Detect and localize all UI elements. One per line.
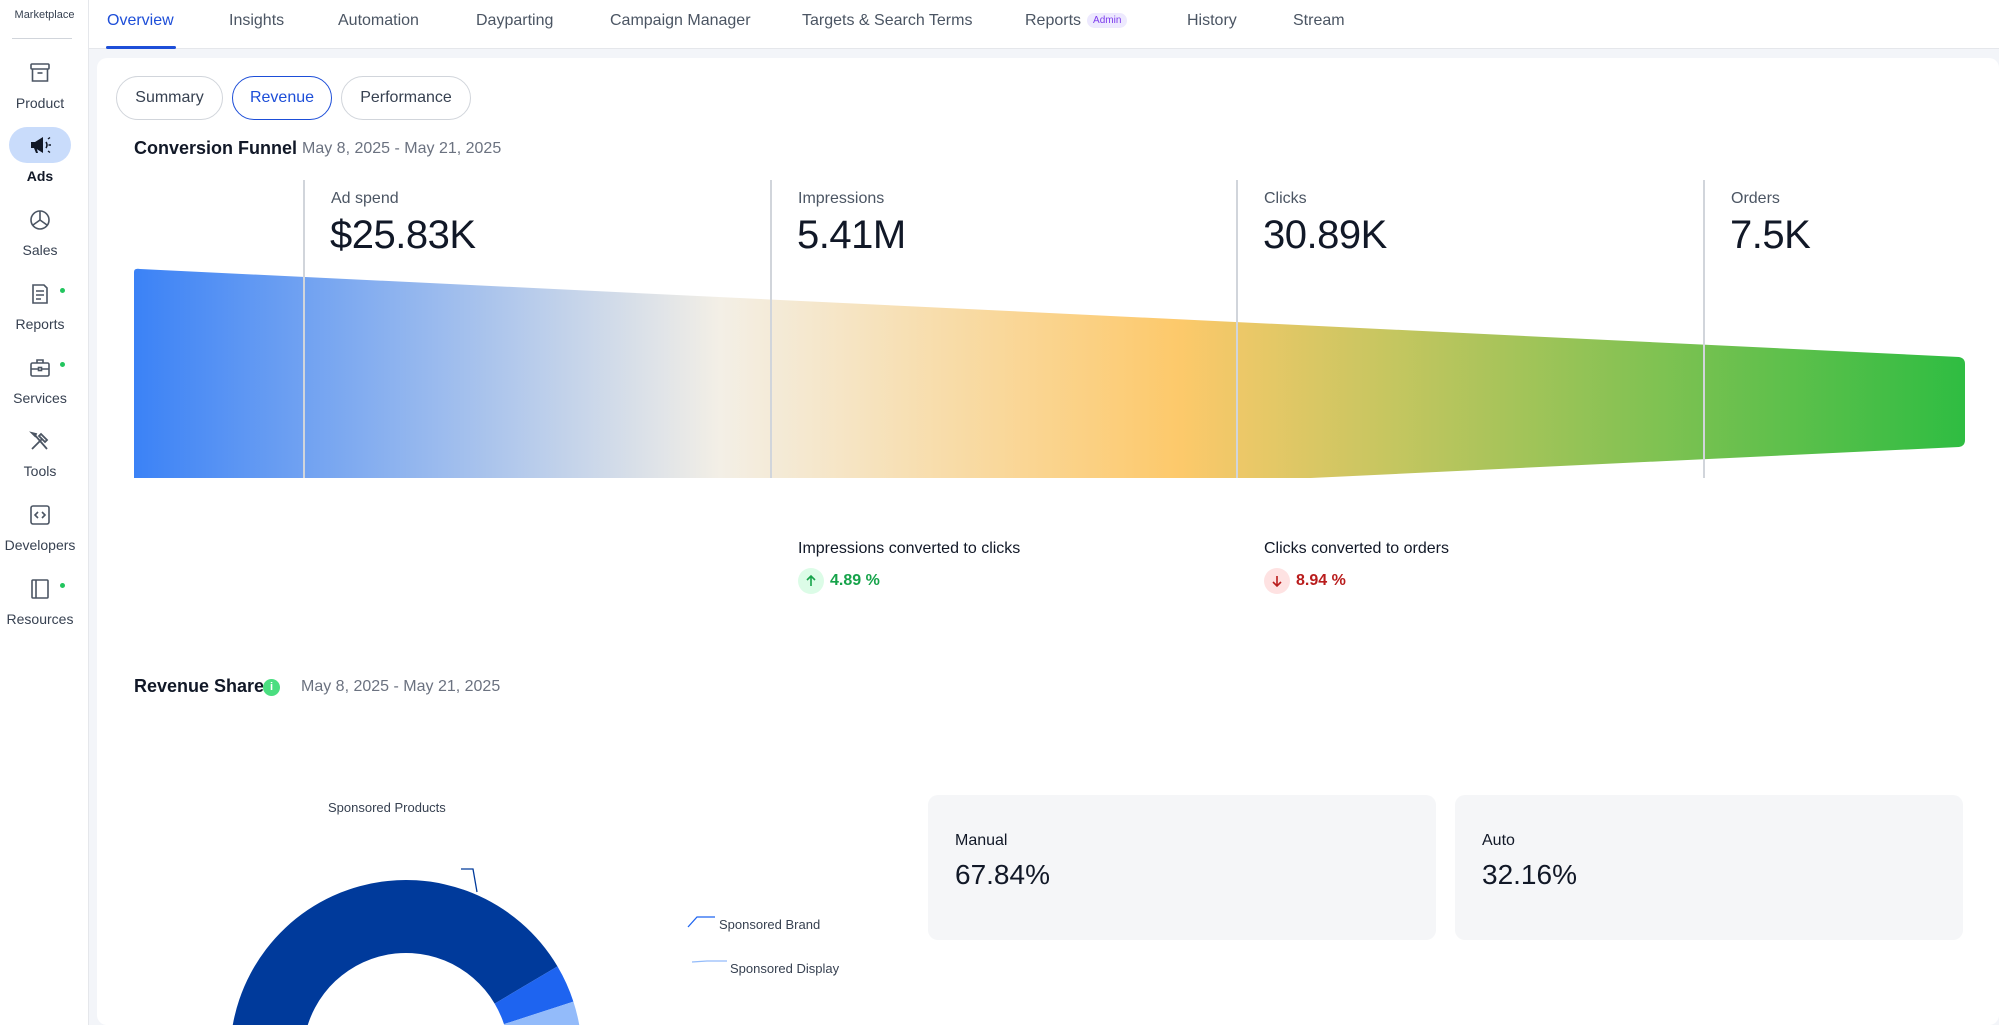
donut-segment-sponsored-display[interactable] [503,1001,582,1025]
tab-reports-label: Reports [1025,12,1082,29]
sidebar-item-product[interactable]: Product [0,58,80,118]
tools-icon [24,426,56,456]
main-content: Summary Revenue Performance Conversion F… [97,58,1999,1025]
sidebar-item-label: Reports [15,316,65,332]
pie-chart-icon [24,205,56,235]
donut-label-sponsored-display: Sponsored Display [730,961,840,976]
revenue-share-date-range: May 8, 2025 - May 21, 2025 [301,678,501,695]
donut-label-sponsored-brand: Sponsored Brand [719,917,821,932]
donut-leader-line [691,960,727,963]
tab-stream[interactable]: Stream [1293,12,1345,29]
sidebar-item-reports[interactable]: Reports [0,279,80,339]
divider [12,38,72,39]
stat-card-value: 32.16% [1482,859,1577,890]
conversion-value: 4.89 % [830,572,880,589]
arrow-up-icon [798,568,824,594]
conversion-label-impressions-to-clicks: Impressions converted to clicks [798,540,1021,557]
funnel-date-range: May 8, 2025 - May 21, 2025 [302,140,502,157]
conversion-value: 8.94 % [1296,572,1346,589]
stat-card-manual: Manual 67.84% [928,795,1436,940]
admin-badge: Admin [1087,13,1128,28]
tab-overview[interactable]: Overview [107,12,174,29]
sidebar-item-label: Services [13,390,67,406]
stage-label-clicks: Clicks [1264,190,1307,207]
archive-box-icon [24,58,56,88]
brand-label: Marketplace [14,9,75,21]
sidebar-item-resources[interactable]: Resources [0,574,80,634]
tab-targets-search-terms[interactable]: Targets & Search Terms [802,12,973,29]
stat-card-value: 67.84% [955,859,1050,890]
stage-value-orders: 7.5K [1730,213,1811,257]
conversion-rate-impressions-to-clicks: 4.89 % [798,568,880,594]
top-navigation: Overview Insights Automation Dayparting … [89,0,1999,49]
subtab-performance[interactable]: Performance [341,76,471,120]
code-brackets-icon [24,500,56,530]
stat-card-title: Auto [1482,832,1515,849]
tab-automation[interactable]: Automation [338,12,419,29]
tab-history[interactable]: History [1187,12,1237,29]
info-icon[interactable]: i [263,679,280,696]
sidebar-item-developers[interactable]: Developers [0,500,80,560]
subtab-revenue[interactable]: Revenue [232,76,332,120]
stage-value-clicks: 30.89K [1263,213,1387,257]
donut-label-sponsored-products: Sponsored Products [328,800,446,815]
conversion-funnel [134,180,1965,478]
funnel-title: Conversion Funnel [134,138,298,158]
sidebar-item-label: Tools [23,463,57,479]
sidebar-item-sales[interactable]: Sales [0,205,80,265]
tab-insights[interactable]: Insights [229,12,285,29]
donut-leader-line [461,868,478,893]
active-tab-indicator [106,46,176,49]
revenue-share-donut-chart [230,868,727,1025]
tab-reports[interactable]: Reports Admin [1025,12,1128,30]
donut-segment-sponsored-brand[interactable] [494,966,574,1025]
sidebar-item-label: Sales [22,242,58,258]
briefcase-icon [24,353,56,383]
stage-value-ad-spend: $25.83K [330,213,476,257]
notification-dot [60,362,65,367]
stage-label-impressions: Impressions [798,190,885,207]
stage-value-impressions: 5.41M [797,213,906,257]
tab-campaign-manager[interactable]: Campaign Manager [610,12,751,29]
sidebar-item-tools[interactable]: Tools [0,426,80,486]
stage-label-orders: Orders [1731,190,1780,207]
sidebar: Marketplace Product Ads Sales Reports Se… [0,0,89,1025]
arrow-down-icon [1264,568,1290,594]
sidebar-item-label: Developers [4,537,76,553]
sidebar-item-label: Resources [6,611,74,627]
sidebar-item-label: Ads [26,168,54,184]
revenue-share-title: Revenue Share [134,676,265,696]
stat-card-title: Manual [955,832,1008,849]
notification-dot [60,288,65,293]
sidebar-item-label: Product [15,95,65,111]
stat-card-auto: Auto 32.16% [1455,795,1963,940]
document-icon [24,279,56,309]
donut-segment-sponsored-products[interactable] [230,880,558,1025]
subtab-summary[interactable]: Summary [116,76,223,120]
sidebar-item-services[interactable]: Services [0,353,80,413]
stage-label-ad-spend: Ad spend [331,190,399,207]
sidebar-item-ads[interactable]: Ads [0,127,80,191]
tab-dayparting[interactable]: Dayparting [476,12,554,29]
book-icon [24,574,56,604]
conversion-label-clicks-to-orders: Clicks converted to orders [1264,540,1449,557]
donut-leader-line [687,916,715,928]
megaphone-icon [9,127,71,163]
funnel-shape [134,268,1965,478]
notification-dot [60,583,65,588]
conversion-rate-clicks-to-orders: 8.94 % [1264,568,1346,594]
